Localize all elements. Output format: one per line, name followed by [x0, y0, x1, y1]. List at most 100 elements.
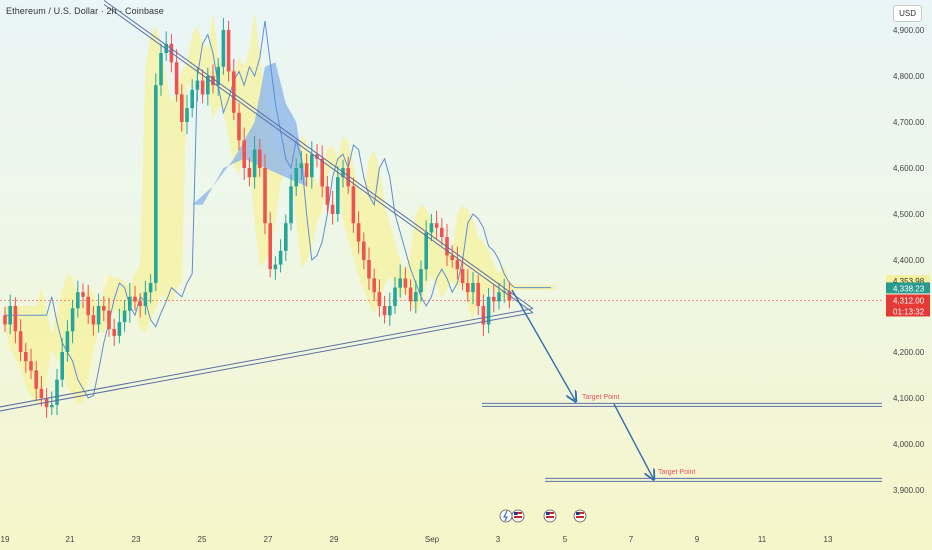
candle-body	[299, 163, 304, 168]
candle-body	[112, 329, 116, 336]
candle	[185, 94, 189, 134]
candle	[159, 43, 163, 96]
candle	[65, 320, 70, 362]
candle-body	[268, 223, 272, 270]
resistance-trendline	[103, 0, 534, 310]
candle-body	[497, 292, 501, 302]
candle-body	[117, 322, 122, 336]
x-tick-label: 25	[198, 535, 207, 544]
price-badge-bg	[886, 294, 930, 306]
y-tick-label: 4,900.00	[893, 26, 925, 35]
candle	[497, 283, 501, 310]
candle	[440, 218, 444, 246]
candle-body	[86, 296, 90, 316]
price-badge-label: 4,338.23	[893, 284, 925, 293]
x-tick-label: 29	[330, 535, 339, 544]
time-axis: 19 21 23 25 27 29 Sep 3 5 7 9 11 13	[1, 509, 833, 544]
us-flag-icon[interactable]	[543, 509, 557, 523]
candle	[393, 277, 397, 314]
candle	[18, 319, 23, 362]
candle-body	[398, 278, 402, 288]
candle-body	[273, 264, 278, 270]
candle-body	[138, 301, 142, 306]
candle-body	[325, 186, 330, 205]
candle-body	[174, 62, 179, 95]
resistance-trendline	[103, 3, 534, 314]
blue-cloud	[192, 62, 307, 205]
candle-body	[429, 223, 434, 233]
candle-body	[159, 53, 163, 86]
candle	[164, 31, 168, 61]
candle-body	[13, 306, 18, 332]
candle-body	[107, 310, 111, 329]
candle	[284, 214, 288, 261]
candle	[268, 212, 272, 278]
candle-body	[476, 283, 480, 306]
candle-body	[336, 177, 340, 214]
candle	[434, 210, 439, 239]
candle-body	[414, 292, 418, 302]
candle-body	[408, 287, 413, 302]
candle	[450, 245, 454, 268]
lightning-flag-icon[interactable]	[499, 509, 513, 523]
x-tick-label: 19	[1, 535, 10, 544]
us-flag-icon[interactable]	[573, 509, 587, 523]
candle-body	[466, 283, 470, 293]
candle	[91, 306, 96, 336]
candle-body	[237, 112, 241, 141]
candle-body	[278, 250, 283, 265]
candle	[336, 166, 340, 222]
x-tick-label: Sep	[425, 535, 440, 544]
x-tick-label: 21	[66, 535, 75, 544]
candle	[128, 283, 132, 323]
candle-body	[315, 154, 319, 159]
price-badge-label: 01:13:32	[893, 307, 925, 316]
candle	[294, 158, 298, 197]
candle-body	[445, 237, 449, 256]
candle-body	[128, 296, 132, 311]
candle	[122, 300, 127, 332]
candle	[408, 279, 413, 312]
x-tick-label: 13	[824, 535, 833, 544]
candle	[221, 18, 226, 75]
projection-arrow	[511, 289, 575, 400]
candle	[174, 49, 179, 102]
candle	[206, 67, 210, 106]
candle-body	[471, 283, 475, 293]
candle-body	[24, 352, 28, 362]
chart-title: Ethereum / U.S. Dollar · 2h · Coinbase	[6, 6, 164, 16]
plot-area: Target Point Target Point	[0, 0, 884, 481]
x-tick-label: 7	[629, 535, 634, 544]
candle	[143, 280, 148, 315]
candle-body	[133, 296, 137, 302]
candle-body	[164, 43, 168, 53]
candle	[138, 293, 142, 318]
candle-body	[304, 163, 309, 178]
candle-body	[330, 204, 335, 214]
candle-body	[289, 186, 293, 224]
us-flag-icon[interactable]	[511, 509, 525, 523]
candle-body	[39, 388, 44, 398]
candle-body	[122, 310, 127, 323]
candle-body	[81, 292, 85, 297]
x-tick-label: 23	[132, 535, 141, 544]
candle	[86, 284, 90, 324]
currency-button[interactable]: USD	[893, 5, 922, 22]
candle-body	[96, 306, 101, 325]
candle-body	[310, 154, 314, 178]
candle	[70, 300, 75, 344]
candle	[96, 293, 101, 333]
candle-body	[70, 308, 75, 332]
candle-body	[216, 66, 220, 86]
candle-body	[200, 80, 205, 95]
candle-body	[424, 232, 428, 270]
candle	[55, 369, 59, 416]
candle	[398, 264, 402, 298]
candle-body	[195, 80, 200, 90]
candle-body	[226, 30, 231, 72]
candle-body	[351, 186, 356, 224]
candle	[107, 297, 111, 337]
candle	[455, 246, 460, 280]
y-tick-label: 4,500.00	[893, 210, 925, 219]
